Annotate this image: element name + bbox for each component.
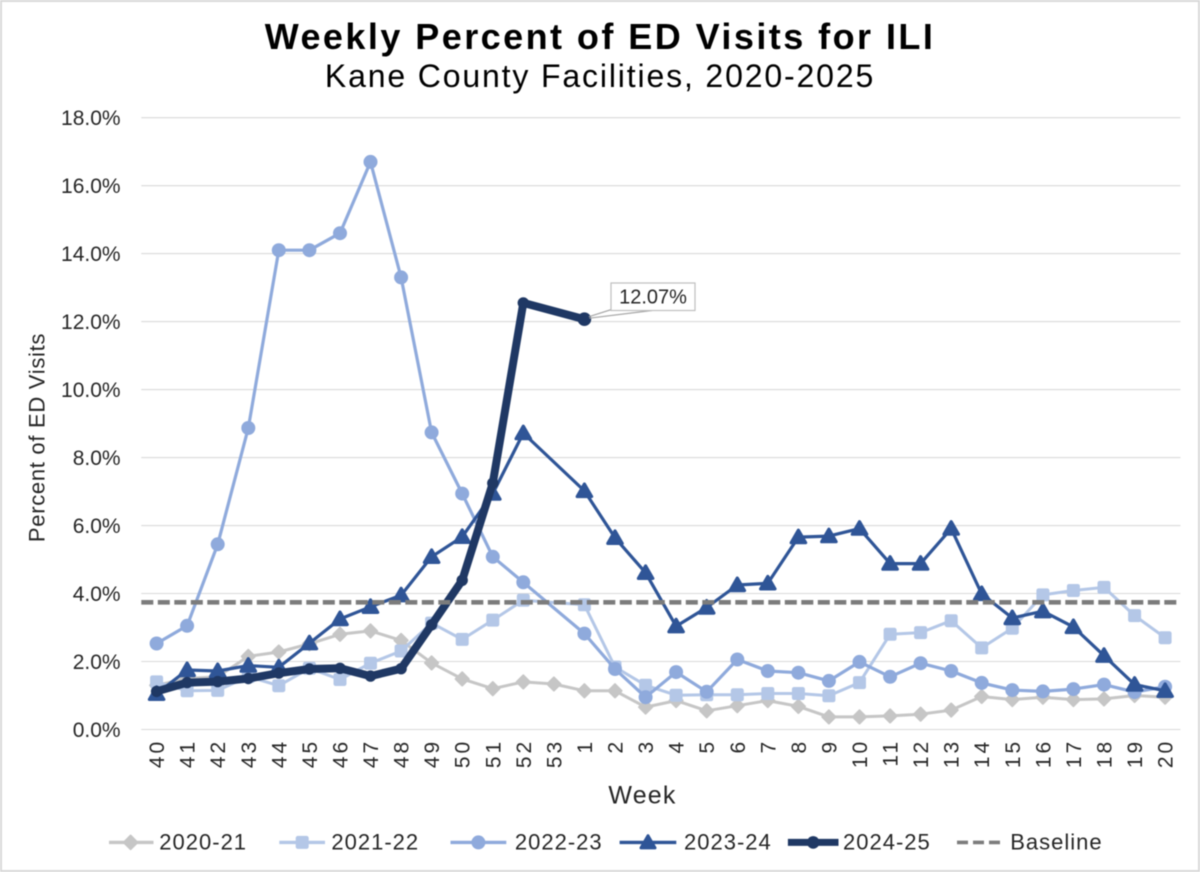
svg-text:7: 7 [757, 739, 780, 754]
svg-text:14: 14 [971, 739, 994, 768]
svg-text:2: 2 [605, 739, 628, 754]
svg-text:52: 52 [513, 739, 536, 768]
svg-text:19: 19 [1124, 739, 1147, 768]
svg-text:0.0%: 0.0% [73, 719, 121, 742]
svg-text:17: 17 [1063, 739, 1086, 768]
svg-text:20: 20 [1155, 739, 1178, 768]
svg-text:4.0%: 4.0% [73, 583, 121, 606]
svg-text:6.0%: 6.0% [73, 515, 121, 538]
svg-text:8.0%: 8.0% [73, 447, 121, 470]
svg-text:2023-24: 2023-24 [684, 830, 772, 855]
svg-text:1: 1 [574, 739, 597, 754]
svg-text:13: 13 [941, 739, 964, 768]
svg-text:42: 42 [207, 739, 230, 768]
svg-text:2021-22: 2021-22 [331, 830, 419, 855]
svg-text:Baseline: Baseline [1010, 830, 1102, 855]
svg-text:8: 8 [788, 739, 811, 754]
svg-text:14.0%: 14.0% [61, 243, 121, 266]
svg-text:10.0%: 10.0% [61, 379, 121, 402]
svg-text:50: 50 [452, 739, 475, 768]
svg-text:40: 40 [146, 739, 169, 768]
svg-text:49: 49 [421, 739, 444, 768]
svg-text:15: 15 [1002, 739, 1025, 768]
svg-text:45: 45 [299, 739, 322, 768]
svg-text:46: 46 [330, 739, 353, 768]
svg-text:4: 4 [666, 739, 689, 754]
svg-text:44: 44 [268, 739, 291, 768]
svg-text:10: 10 [849, 739, 872, 768]
svg-text:43: 43 [238, 739, 261, 768]
svg-text:47: 47 [360, 739, 383, 768]
svg-text:2022-23: 2022-23 [515, 830, 603, 855]
svg-text:9: 9 [818, 739, 841, 754]
svg-text:2020-21: 2020-21 [159, 830, 247, 855]
svg-text:11: 11 [880, 739, 903, 767]
svg-text:Percent of ED Visits: Percent of ED Visits [25, 333, 50, 542]
svg-text:5: 5 [696, 739, 719, 754]
svg-text:18: 18 [1094, 739, 1117, 768]
svg-text:6: 6 [727, 739, 750, 754]
svg-text:51: 51 [482, 739, 505, 768]
svg-text:16: 16 [1032, 739, 1055, 768]
svg-text:2024-25: 2024-25 [843, 830, 931, 855]
svg-text:2.0%: 2.0% [73, 651, 121, 674]
svg-text:48: 48 [391, 739, 414, 768]
svg-text:53: 53 [543, 739, 566, 768]
svg-text:18.0%: 18.0% [61, 107, 121, 130]
svg-text:16.0%: 16.0% [61, 175, 121, 198]
svg-text:41: 41 [177, 739, 200, 768]
svg-text:Week: Week [608, 782, 676, 810]
svg-text:3: 3 [635, 739, 658, 754]
svg-text:12: 12 [910, 739, 933, 768]
svg-text:12.07%: 12.07% [619, 287, 687, 309]
svg-text:12.0%: 12.0% [61, 311, 121, 334]
